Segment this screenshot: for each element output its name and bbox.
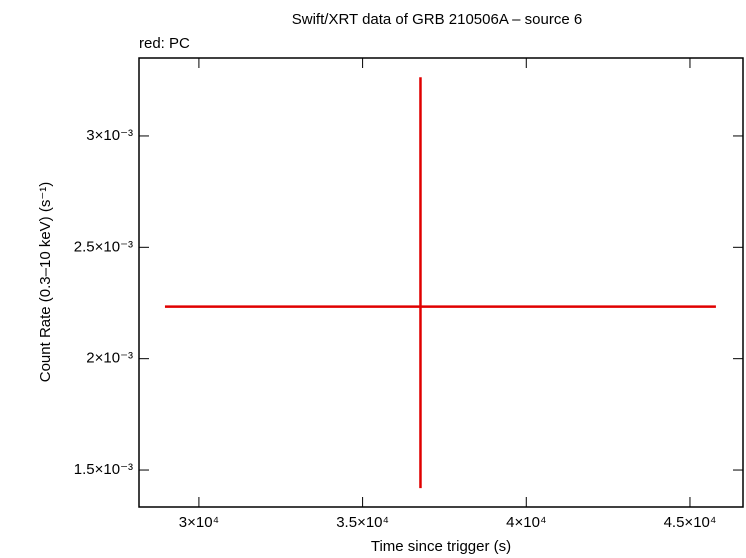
x-tick-label: 4×10⁴ <box>506 514 546 531</box>
y-tick-label: 1.5×10⁻³ <box>74 461 133 478</box>
chart-title: Swift/XRT data of GRB 210506A – source 6 <box>292 11 582 28</box>
x-tick-label: 3×10⁴ <box>179 514 219 531</box>
y-tick-label: 3×10⁻³ <box>86 127 133 144</box>
x-axis-label: Time since trigger (s) <box>371 538 511 555</box>
x-tick-label: 4.5×10⁴ <box>664 514 717 531</box>
legend-label: red: PC <box>139 35 190 52</box>
y-tick-label: 2×10⁻³ <box>86 350 133 367</box>
x-tick-label: 3.5×10⁴ <box>336 514 389 531</box>
y-axis-label: Count Rate (0.3–10 keV) (s⁻¹) <box>37 182 54 383</box>
y-tick-label: 2.5×10⁻³ <box>74 238 133 255</box>
plot-frame <box>138 57 744 508</box>
